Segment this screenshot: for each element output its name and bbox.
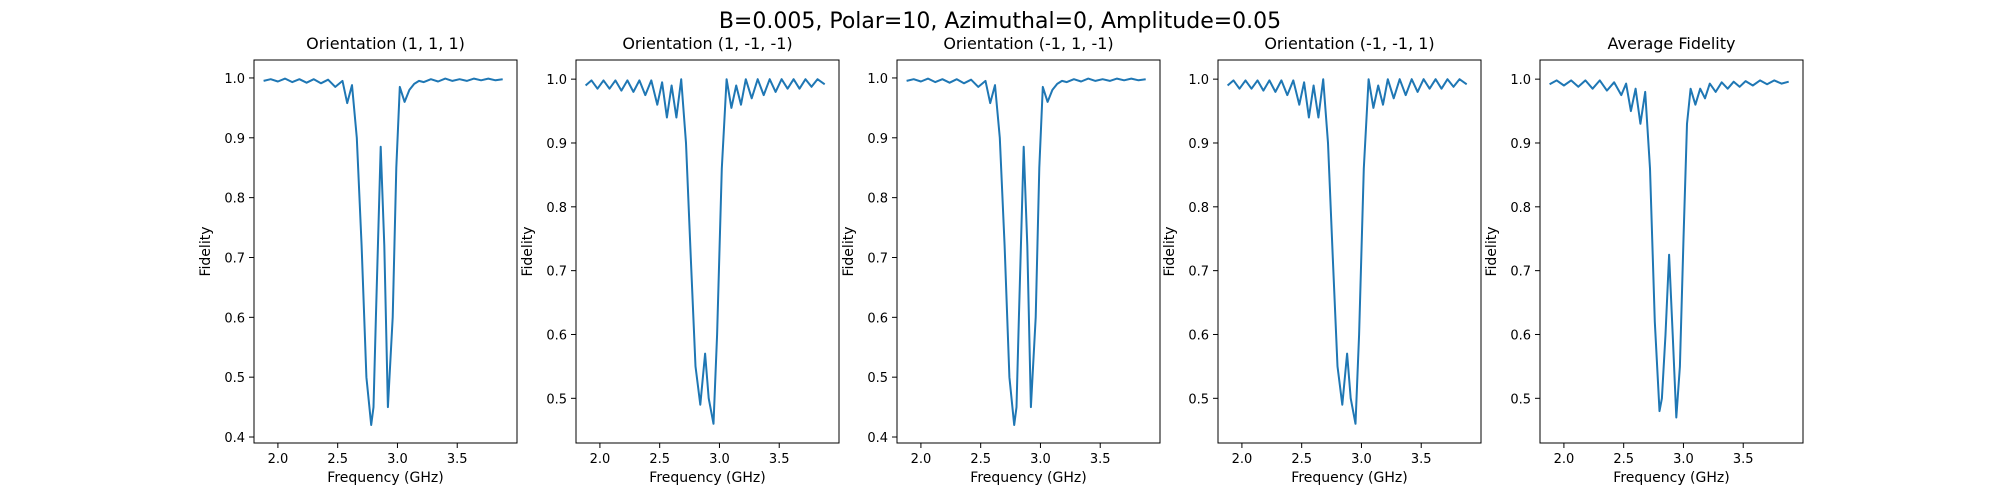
y-tick-label: 1.0: [546, 73, 567, 88]
y-tick-label: 0.4: [224, 431, 245, 446]
y-tick-label: 0.6: [224, 311, 245, 326]
y-tick-label: 0.7: [224, 251, 245, 266]
panel-title: Average Fidelity: [1608, 34, 1736, 53]
y-tick-label: 0.8: [1188, 201, 1209, 216]
y-tick-label: 0.4: [867, 431, 888, 446]
y-tick-label: 0.8: [224, 192, 245, 207]
y-tick-label: 0.6: [1510, 328, 1531, 343]
panel-1: Orientation (1, 1, 1) 2.0 2.5 3.0 3.5 0.4 0.5 0…: [198, 34, 518, 486]
y-tick-label: 0.9: [1188, 137, 1209, 152]
x-tick-label: 3.0: [387, 452, 408, 467]
series-line: [1549, 79, 1789, 419]
y-tick-label: 0.9: [867, 132, 888, 147]
y-tick-label: 0.7: [1510, 265, 1531, 280]
x-tick-label: 3.5: [769, 452, 790, 467]
y-tick-label: 0.7: [1188, 265, 1209, 280]
y-tick-label: 0.5: [224, 371, 245, 386]
x-axis-label: Frequency (GHz): [1613, 470, 1729, 486]
y-tick-label: 0.9: [224, 132, 245, 147]
x-tick-label: 3.0: [1673, 452, 1694, 467]
x-tick-label: 2.5: [970, 452, 991, 467]
y-tick-label: 0.5: [1510, 392, 1531, 407]
x-tick-label: 2.5: [327, 452, 348, 467]
x-axis-label: Frequency (GHz): [327, 470, 443, 486]
x-tick-label: 2.0: [1554, 452, 1575, 467]
panel-4: Orientation (-1, -1, 1) 2.0 2.5 3.0 3.5 0.5 0.…: [1162, 34, 1482, 486]
axes-frame: [253, 59, 518, 444]
panel-3: Orientation (-1, 1, -1) 2.0 2.5 3.0 3.5 0.4 0.…: [841, 34, 1161, 486]
series-line: [584, 78, 826, 425]
panel-title: Orientation (-1, -1, 1): [1264, 34, 1434, 53]
y-tick-label: 0.8: [1510, 201, 1531, 216]
y-axis-label: Fidelity: [520, 227, 536, 277]
x-axis-label: Frequency (GHz): [1291, 470, 1407, 486]
y-tick-label: 0.8: [546, 201, 567, 216]
y-axis-label: Fidelity: [841, 227, 857, 277]
y-tick-label: 0.5: [546, 392, 567, 407]
axes-frame: [896, 59, 1161, 444]
axes-frame: [1217, 59, 1482, 444]
series-line: [1226, 78, 1468, 425]
y-tick-label: 0.5: [867, 371, 888, 386]
y-tick-label: 0.7: [546, 265, 567, 280]
y-tick-label: 1.0: [1188, 73, 1209, 88]
y-tick-label: 0.8: [867, 192, 888, 207]
y-tick-label: 1.0: [1510, 73, 1531, 88]
x-tick-label: 3.0: [1351, 452, 1372, 467]
y-axis-label: Fidelity: [1484, 227, 1500, 277]
x-tick-label: 3.0: [709, 452, 730, 467]
x-tick-label: 2.5: [1613, 452, 1634, 467]
x-tick-label: 2.5: [1291, 452, 1312, 467]
axes-frame: [1539, 59, 1804, 444]
y-tick-label: 1.0: [867, 72, 888, 87]
x-tick-label: 3.5: [1090, 452, 1111, 467]
y-tick-label: 0.5: [1188, 392, 1209, 407]
y-axis-label: Fidelity: [1162, 227, 1178, 277]
series-line: [906, 77, 1146, 426]
y-tick-label: 0.6: [867, 311, 888, 326]
axes-frame: [575, 59, 840, 444]
x-tick-label: 2.0: [590, 452, 611, 467]
x-tick-label: 2.0: [911, 452, 932, 467]
x-tick-label: 2.5: [649, 452, 670, 467]
y-tick-label: 1.0: [224, 72, 245, 87]
y-axis-label: Fidelity: [198, 227, 214, 277]
x-tick-label: 3.5: [1411, 452, 1432, 467]
figure-suptitle: B=0.005, Polar=10, Azimuthal=0, Amplitud…: [719, 9, 1281, 34]
y-tick-label: 0.6: [546, 328, 567, 343]
x-tick-label: 3.5: [1733, 452, 1754, 467]
panel-title: Orientation (1, -1, -1): [622, 34, 792, 53]
x-axis-label: Frequency (GHz): [970, 470, 1086, 486]
x-tick-label: 2.0: [268, 452, 289, 467]
y-tick-label: 0.6: [1188, 328, 1209, 343]
x-tick-label: 3.5: [447, 452, 468, 467]
y-tick-label: 0.9: [1510, 137, 1531, 152]
panel-title: Orientation (-1, 1, -1): [943, 34, 1113, 53]
series-line: [263, 77, 503, 426]
x-tick-label: 3.0: [1030, 452, 1051, 467]
x-tick-label: 2.0: [1232, 452, 1253, 467]
y-tick-label: 0.7: [867, 251, 888, 266]
panel-title: Orientation (1, 1, 1): [306, 34, 465, 53]
panel-2: Orientation (1, -1, -1) 2.0 2.5 3.0 3.5 0.5 0.…: [520, 34, 840, 486]
panel-5: Average Fidelity 2.0 2.5 3.0 3.5 0.5 0.6 0.7 0.8…: [1484, 34, 1804, 486]
y-tick-label: 0.9: [546, 137, 567, 152]
x-axis-label: Frequency (GHz): [649, 470, 765, 486]
